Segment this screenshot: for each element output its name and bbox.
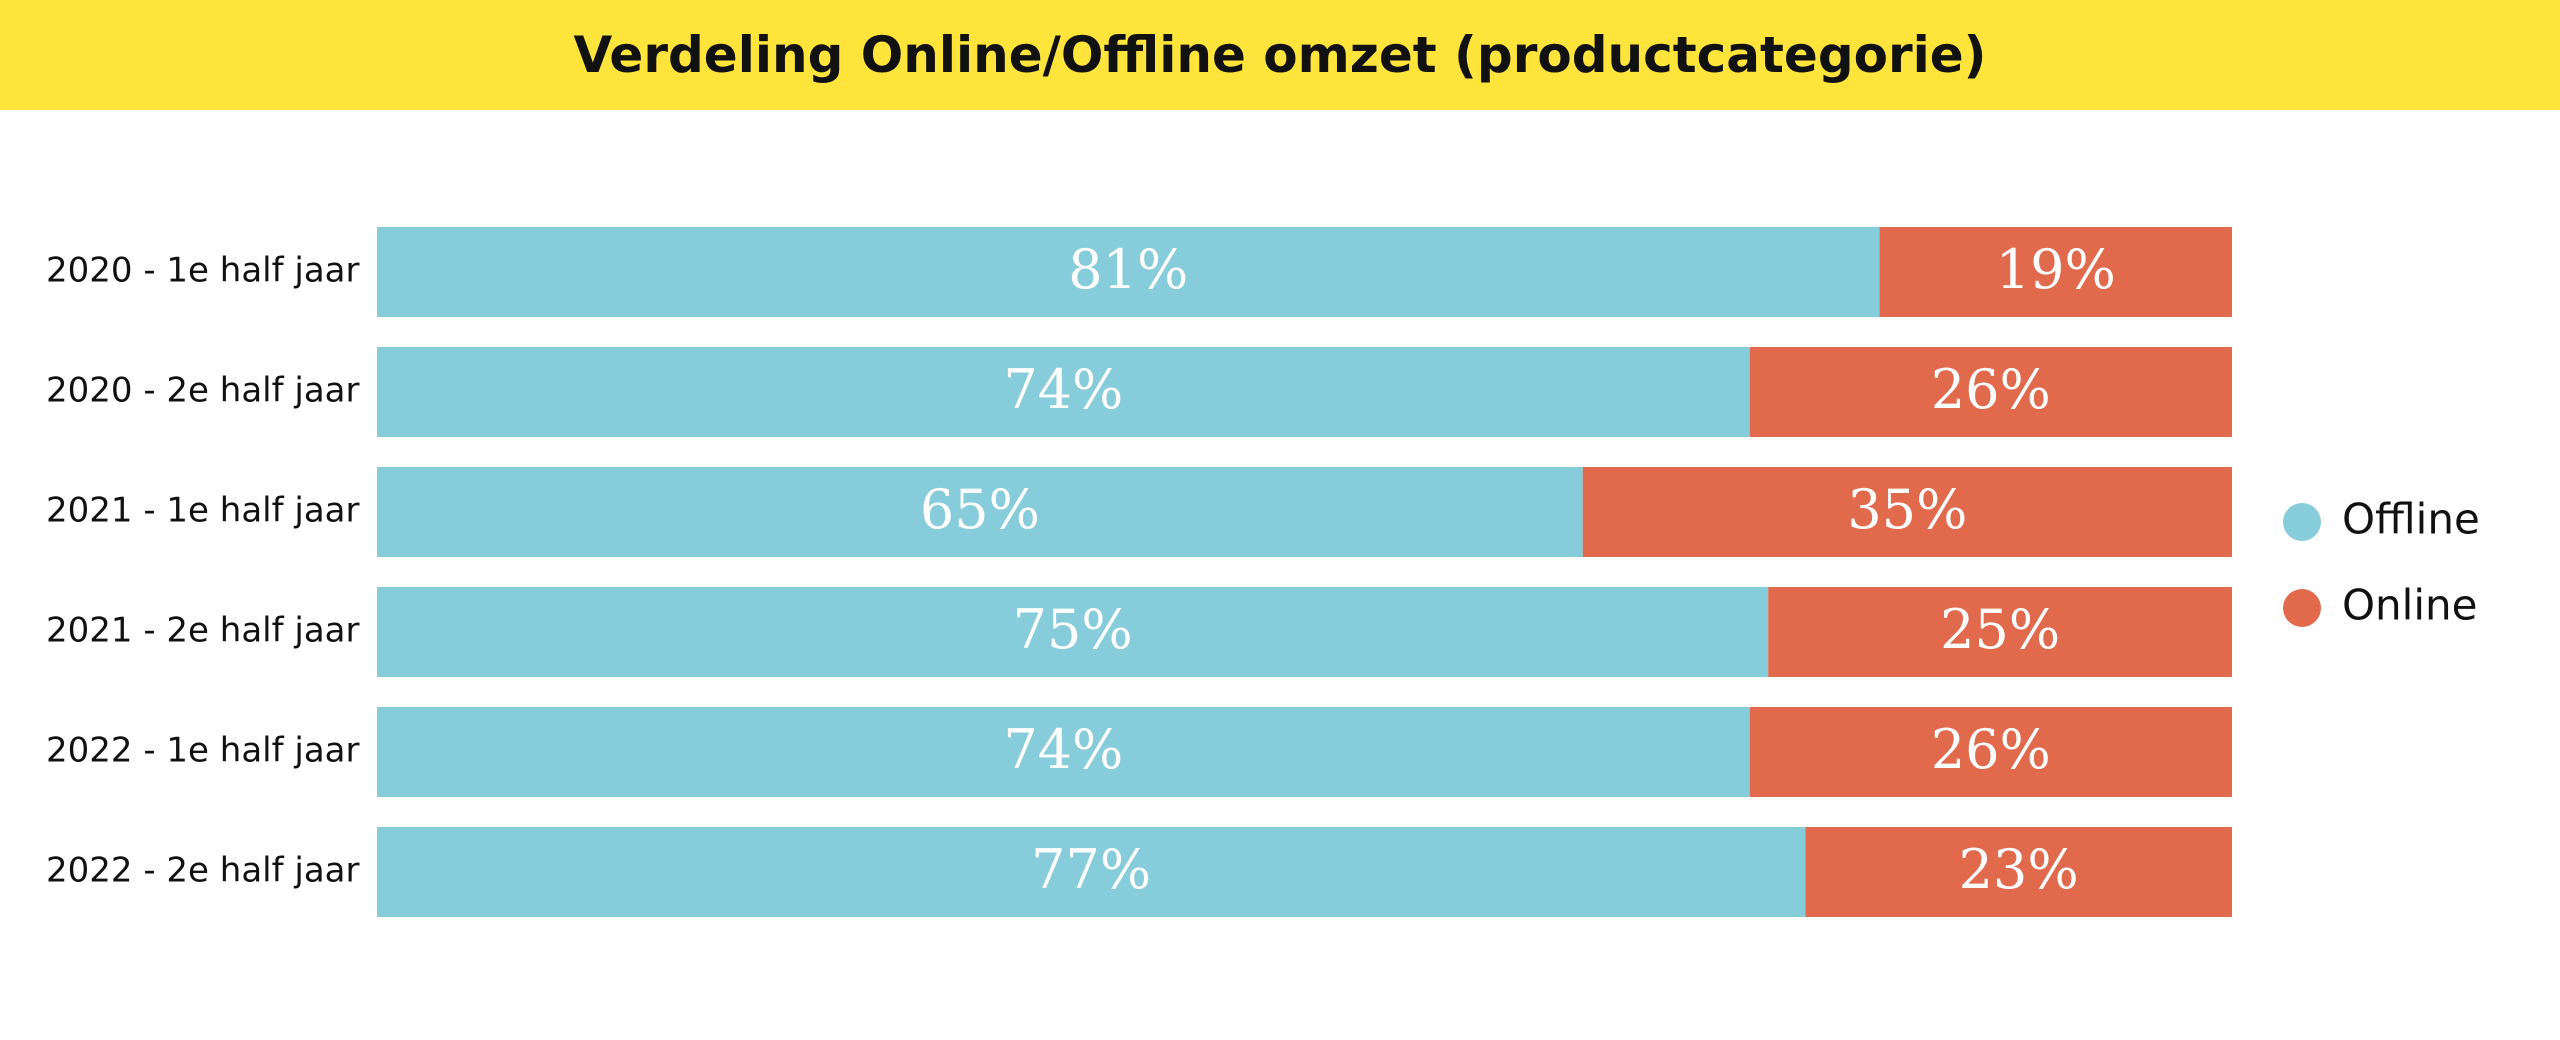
category-label: 2020 - 2e half jaar (46, 371, 359, 411)
bar-offline (377, 587, 1769, 677)
bar-offline (377, 227, 1880, 317)
bar-online (1582, 467, 2232, 557)
bar-offline (377, 707, 1750, 797)
data-label: 75% (1013, 598, 1133, 661)
legend-marker-online (2283, 589, 2321, 627)
bar-offline (377, 347, 1750, 437)
legend-label-online: Online (2342, 581, 2477, 630)
bar-online (1879, 227, 2232, 317)
category-label: 2020 - 1e half jaar (46, 251, 359, 291)
title-banner: Verdeling Online/Offline omzet (productc… (0, 0, 2560, 110)
data-label: 77% (1031, 838, 1151, 901)
data-label: 19% (1996, 238, 2116, 301)
bar-offline (377, 467, 1583, 557)
legend-marker-offline (2283, 503, 2321, 541)
bar-online (1768, 587, 2232, 677)
data-label: 74% (1003, 358, 1123, 421)
data-label: 35% (1847, 478, 1967, 541)
category-label: 2022 - 1e half jaar (46, 731, 359, 771)
data-label: 26% (1931, 358, 2051, 421)
bar-online (1749, 707, 2232, 797)
data-label: 23% (1959, 838, 2079, 901)
category-label: 2022 - 2e half jaar (46, 851, 359, 891)
bar-offline (377, 827, 1806, 917)
chart-title: Verdeling Online/Offline omzet (productc… (573, 26, 1987, 84)
data-label: 65% (920, 478, 1040, 541)
data-label: 81% (1068, 238, 1188, 301)
legend-label-offline: Offline (2342, 495, 2480, 544)
category-label: 2021 - 1e half jaar (46, 491, 359, 531)
category-label: 2021 - 2e half jaar (46, 611, 359, 651)
data-label: 25% (1940, 598, 2060, 661)
bar-online (1749, 347, 2232, 437)
data-label: 74% (1003, 718, 1123, 781)
bar-online (1805, 827, 2232, 917)
data-label: 26% (1931, 718, 2051, 781)
